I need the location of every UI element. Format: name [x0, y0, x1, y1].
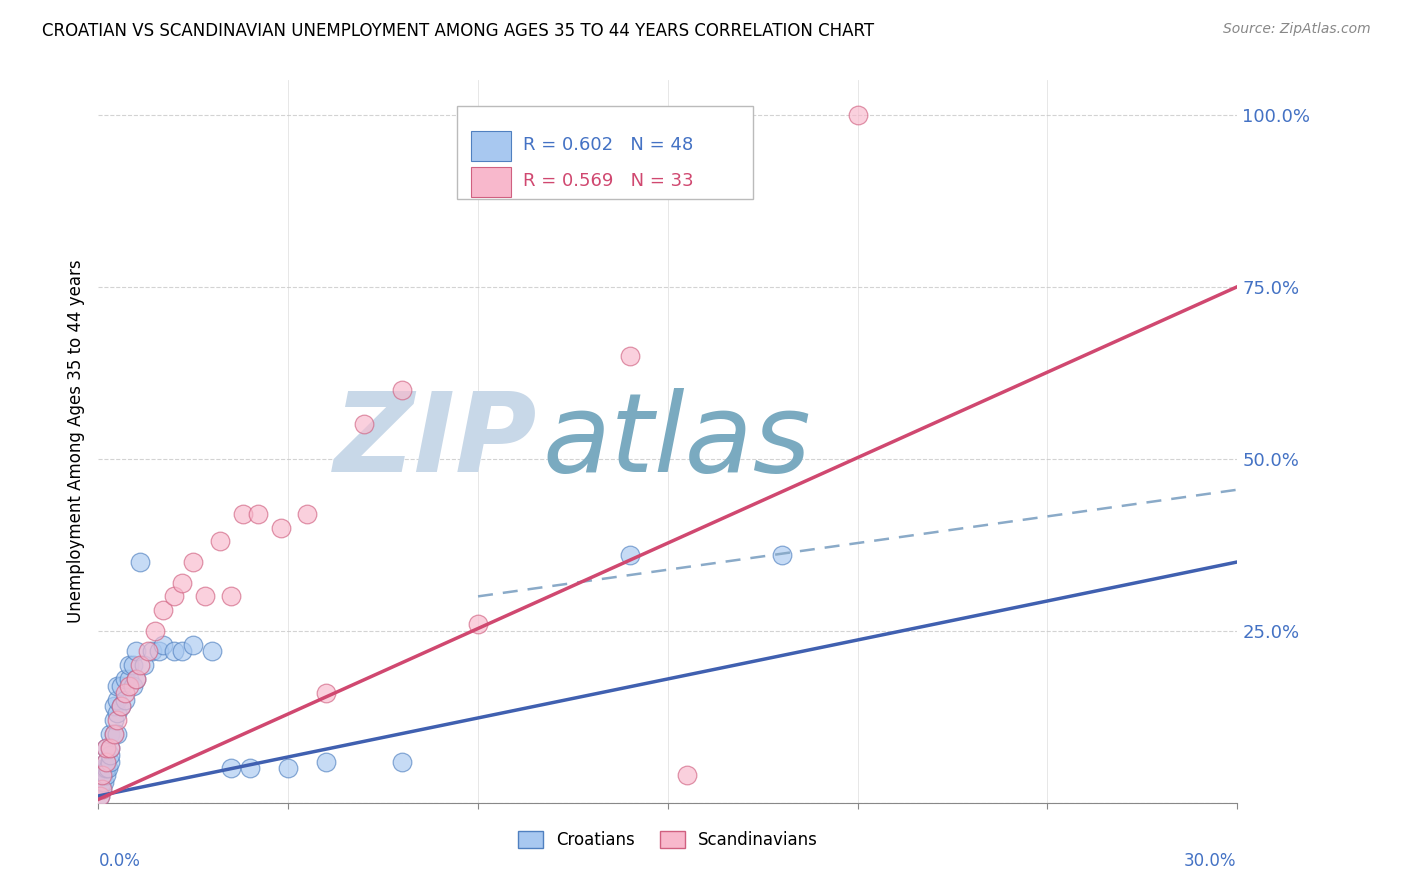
Bar	[471, 131, 510, 161]
Point	[163, 644, 186, 658]
Point	[103, 727, 125, 741]
Point	[97, 761, 120, 775]
Point	[125, 672, 148, 686]
Point	[89, 789, 111, 803]
Point	[98, 747, 121, 762]
Point	[107, 727, 129, 741]
Point	[141, 644, 163, 658]
Point	[94, 768, 117, 782]
Point	[98, 755, 121, 769]
Point	[121, 679, 143, 693]
Text: CROATIAN VS SCANDINAVIAN UNEMPLOYMENT AMONG AGES 35 TO 44 YEARS CORRELATION CHAR: CROATIAN VS SCANDINAVIAN UNEMPLOYMENT AM…	[42, 22, 875, 40]
Point	[94, 761, 117, 775]
Text: 0.0%: 0.0%	[98, 852, 141, 870]
Point	[232, 507, 254, 521]
Point	[467, 616, 489, 631]
Point	[110, 679, 132, 693]
Text: R = 0.569   N = 33: R = 0.569 N = 33	[523, 172, 693, 190]
Point	[121, 658, 143, 673]
Point	[107, 706, 129, 721]
Point	[353, 417, 375, 432]
Point	[118, 672, 141, 686]
Point	[91, 768, 114, 782]
Point	[846, 108, 869, 122]
Point	[676, 768, 699, 782]
Point	[297, 507, 319, 521]
Point	[118, 679, 141, 693]
Point	[94, 740, 117, 755]
Point	[170, 644, 193, 658]
Point	[93, 761, 115, 775]
Point	[94, 740, 117, 755]
Point	[152, 638, 174, 652]
Point	[98, 740, 121, 755]
Point	[103, 727, 125, 741]
Point	[98, 740, 121, 755]
Point	[107, 713, 129, 727]
Point	[246, 507, 269, 521]
Point	[183, 555, 205, 569]
Point	[114, 692, 136, 706]
Text: R = 0.602   N = 48: R = 0.602 N = 48	[523, 136, 693, 154]
Point	[145, 624, 167, 638]
Point	[391, 755, 413, 769]
Point	[110, 699, 132, 714]
Point	[619, 349, 641, 363]
Point	[221, 761, 243, 775]
Point	[94, 755, 117, 769]
Point	[91, 782, 114, 797]
FancyBboxPatch shape	[457, 105, 754, 200]
Point	[170, 575, 193, 590]
Point	[132, 658, 155, 673]
Legend: Croatians, Scandinavians: Croatians, Scandinavians	[510, 824, 825, 856]
Y-axis label: Unemployment Among Ages 35 to 44 years: Unemployment Among Ages 35 to 44 years	[66, 260, 84, 624]
Point	[277, 761, 299, 775]
Point	[221, 590, 243, 604]
Point	[91, 775, 114, 789]
Point	[163, 590, 186, 604]
Text: Source: ZipAtlas.com: Source: ZipAtlas.com	[1223, 22, 1371, 37]
Point	[98, 727, 121, 741]
Point	[107, 679, 129, 693]
Text: ZIP: ZIP	[333, 388, 537, 495]
Point	[770, 548, 793, 562]
Point	[114, 672, 136, 686]
Point	[148, 644, 170, 658]
Point	[619, 548, 641, 562]
Point	[136, 644, 159, 658]
Point	[114, 686, 136, 700]
Point	[315, 755, 337, 769]
Point	[239, 761, 262, 775]
Point	[93, 775, 115, 789]
Point	[129, 658, 152, 673]
Point	[103, 713, 125, 727]
Point	[91, 782, 114, 797]
Point	[183, 638, 205, 652]
Point	[89, 789, 111, 803]
Point	[107, 692, 129, 706]
Point	[129, 555, 152, 569]
Point	[391, 383, 413, 397]
Point	[152, 603, 174, 617]
Point	[103, 699, 125, 714]
Bar	[471, 167, 510, 197]
Point	[118, 658, 141, 673]
Text: atlas: atlas	[543, 388, 811, 495]
Point	[125, 644, 148, 658]
Point	[270, 520, 292, 534]
Point	[194, 590, 217, 604]
Point	[110, 699, 132, 714]
Point	[315, 686, 337, 700]
Point	[91, 768, 114, 782]
Point	[94, 755, 117, 769]
Point	[208, 534, 231, 549]
Point	[201, 644, 224, 658]
Point	[125, 672, 148, 686]
Text: 30.0%: 30.0%	[1184, 852, 1236, 870]
